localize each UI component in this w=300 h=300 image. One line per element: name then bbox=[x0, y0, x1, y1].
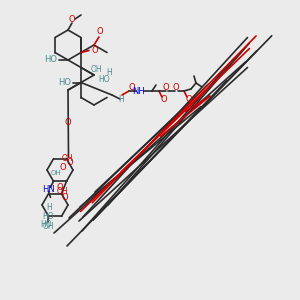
Text: O: O bbox=[57, 183, 63, 192]
Text: HO: HO bbox=[42, 212, 53, 221]
Text: HO: HO bbox=[41, 220, 52, 229]
Text: OH: OH bbox=[90, 65, 102, 74]
Text: O: O bbox=[60, 164, 66, 172]
Text: O: O bbox=[92, 46, 98, 55]
Text: O: O bbox=[61, 193, 68, 202]
Text: H: H bbox=[46, 202, 52, 211]
Text: NH: NH bbox=[133, 86, 146, 95]
Text: HO: HO bbox=[44, 56, 58, 64]
Text: OH: OH bbox=[51, 170, 62, 176]
Text: O: O bbox=[129, 83, 135, 92]
Text: O: O bbox=[186, 95, 192, 104]
Text: O: O bbox=[97, 28, 103, 37]
Text: O: O bbox=[66, 158, 73, 167]
Text: OH: OH bbox=[56, 187, 68, 196]
Text: OH: OH bbox=[61, 154, 73, 163]
Text: O: O bbox=[173, 82, 179, 91]
Text: OH: OH bbox=[43, 222, 54, 231]
Text: HN: HN bbox=[42, 185, 55, 194]
Text: H: H bbox=[106, 68, 112, 77]
Text: O: O bbox=[163, 82, 169, 91]
Text: O: O bbox=[69, 16, 75, 25]
Text: O: O bbox=[65, 118, 71, 127]
Text: H: H bbox=[118, 95, 124, 104]
Text: O: O bbox=[161, 95, 167, 104]
Text: HO: HO bbox=[98, 75, 110, 84]
Text: HO: HO bbox=[58, 78, 71, 87]
